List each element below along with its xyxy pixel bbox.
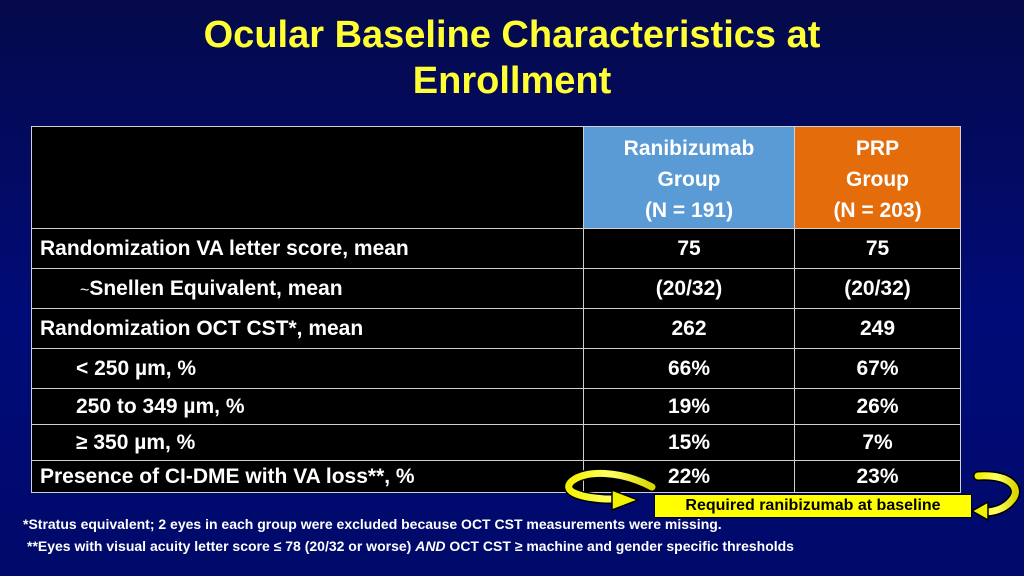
slide-title-line2: Enrollment [412,60,612,102]
row-label-text: Snellen Equivalent, mean [89,276,343,300]
ranibizumab-value: 22% [583,460,795,493]
prp-value: 26% [794,388,961,425]
row-label: ≥ 350 µm, % [31,424,584,461]
header-prp-line1: PRP [855,137,900,160]
table-row: Randomization OCT CST*, mean 262 249 [31,308,961,349]
table-row: ~Snellen Equivalent, mean (20/32) (20/32… [31,268,961,309]
table-row: 250 to 349 µm, % 19% 26% [31,388,961,425]
footnote-part2: OCT CST ≥ machine and gender specific th… [445,538,794,554]
footnote-and: AND [415,538,446,554]
ranibizumab-value: (20/32) [583,268,795,309]
ranibizumab-value: 66% [583,348,795,389]
slide-title: Ocular Baseline Characteristics at Enrol… [0,12,1024,104]
prp-value: 7% [794,424,961,461]
header-ranibizumab-line2: Group [657,168,721,191]
right-curved-arrow-icon [970,470,1021,522]
row-label: 250 to 349 µm, % [31,388,584,425]
footnote-part1: **Eyes with visual acuity letter score ≤… [27,538,416,554]
row-label: Presence of CI-DME with VA loss**, % [31,460,584,493]
slide-title-line1: Ocular Baseline Characteristics at [203,14,821,56]
table-row: < 250 µm, % 66% 67% [31,348,961,389]
prp-value: (20/32) [794,268,961,309]
header-prp-group: PRP Group (N = 203) [794,126,961,229]
prp-value: 75 [794,228,961,269]
row-label: Randomization VA letter score, mean [31,228,584,269]
footnote-ci-dme-definition: **Eyes with visual acuity letter score ≤… [27,538,794,554]
header-prp-line3: (N = 203) [833,199,922,222]
ranibizumab-value: 15% [583,424,795,461]
header-ranibizumab-group: Ranibizumab Group (N = 191) [583,126,795,229]
baseline-table: Ranibizumab Group (N = 191) PRP Group (N… [31,126,961,493]
header-prp-line2: Group [846,168,909,191]
header-ranibizumab-line1: Ranibizumab [623,137,755,160]
row-label: ~Snellen Equivalent, mean [31,268,584,309]
table-row: ≥ 350 µm, % 15% 7% [31,424,961,461]
prp-value: 23% [794,460,961,493]
ranibizumab-value: 262 [583,308,795,349]
approx-prefix: ~ [80,281,90,299]
prp-value: 249 [794,308,961,349]
prp-value: 67% [794,348,961,389]
ranibizumab-value: 19% [583,388,795,425]
row-label: Randomization OCT CST*, mean [31,308,584,349]
footnote-stratus: *Stratus equivalent; 2 eyes in each grou… [23,516,722,532]
ranibizumab-value: 75 [583,228,795,269]
table-row: Randomization VA letter score, mean 75 7… [31,228,961,269]
callout-box: Required ranibizumab at baseline [654,494,972,518]
row-label: < 250 µm, % [31,348,584,389]
table-header-row: Ranibizumab Group (N = 191) PRP Group (N… [31,126,961,229]
header-ranibizumab-line3: (N = 191) [644,199,734,222]
table-header-corner [31,126,584,229]
table-row: Presence of CI-DME with VA loss**, % 22%… [31,460,961,493]
